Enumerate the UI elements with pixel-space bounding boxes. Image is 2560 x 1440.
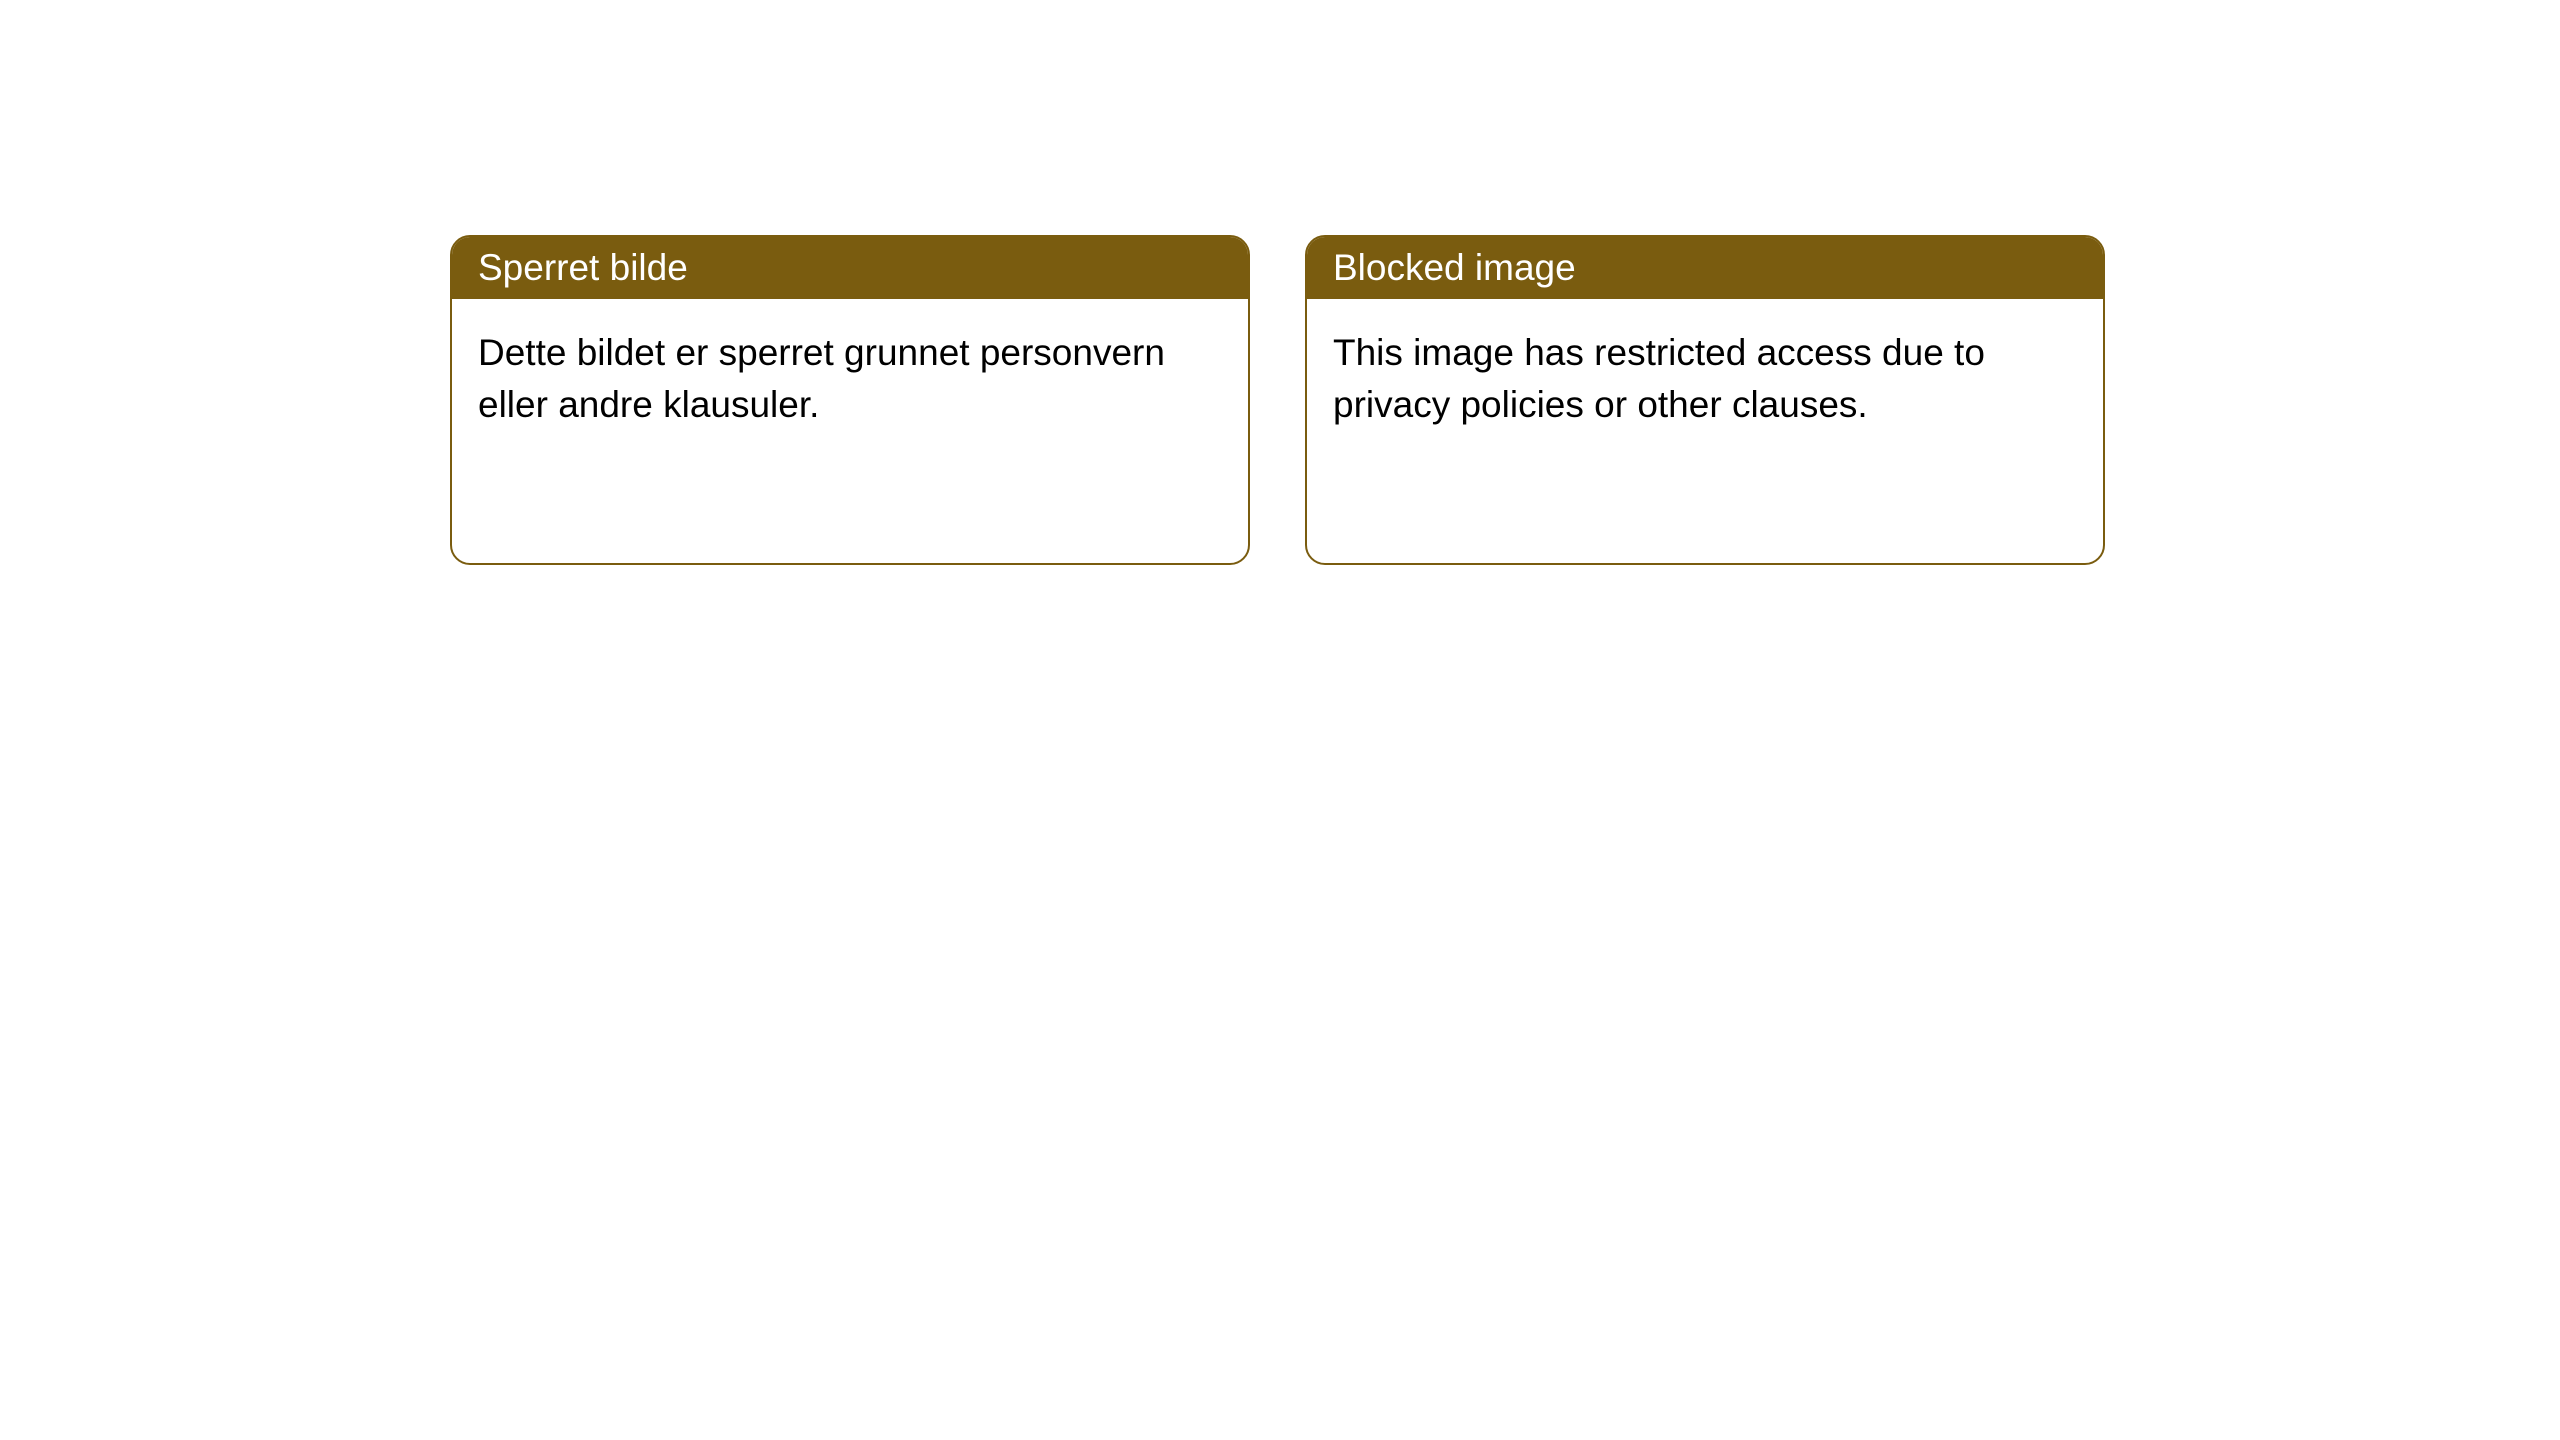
card-header: Blocked image	[1307, 237, 2103, 299]
notice-card-english: Blocked image This image has restricted …	[1305, 235, 2105, 565]
notice-cards-container: Sperret bilde Dette bildet er sperret gr…	[450, 235, 2105, 565]
card-header-text: Blocked image	[1333, 247, 1576, 288]
card-header-text: Sperret bilde	[478, 247, 688, 288]
card-header: Sperret bilde	[452, 237, 1248, 299]
notice-card-norwegian: Sperret bilde Dette bildet er sperret gr…	[450, 235, 1250, 565]
card-body-text: This image has restricted access due to …	[1333, 332, 1985, 425]
card-body: This image has restricted access due to …	[1307, 299, 2103, 563]
card-body-text: Dette bildet er sperret grunnet personve…	[478, 332, 1165, 425]
card-body: Dette bildet er sperret grunnet personve…	[452, 299, 1248, 563]
